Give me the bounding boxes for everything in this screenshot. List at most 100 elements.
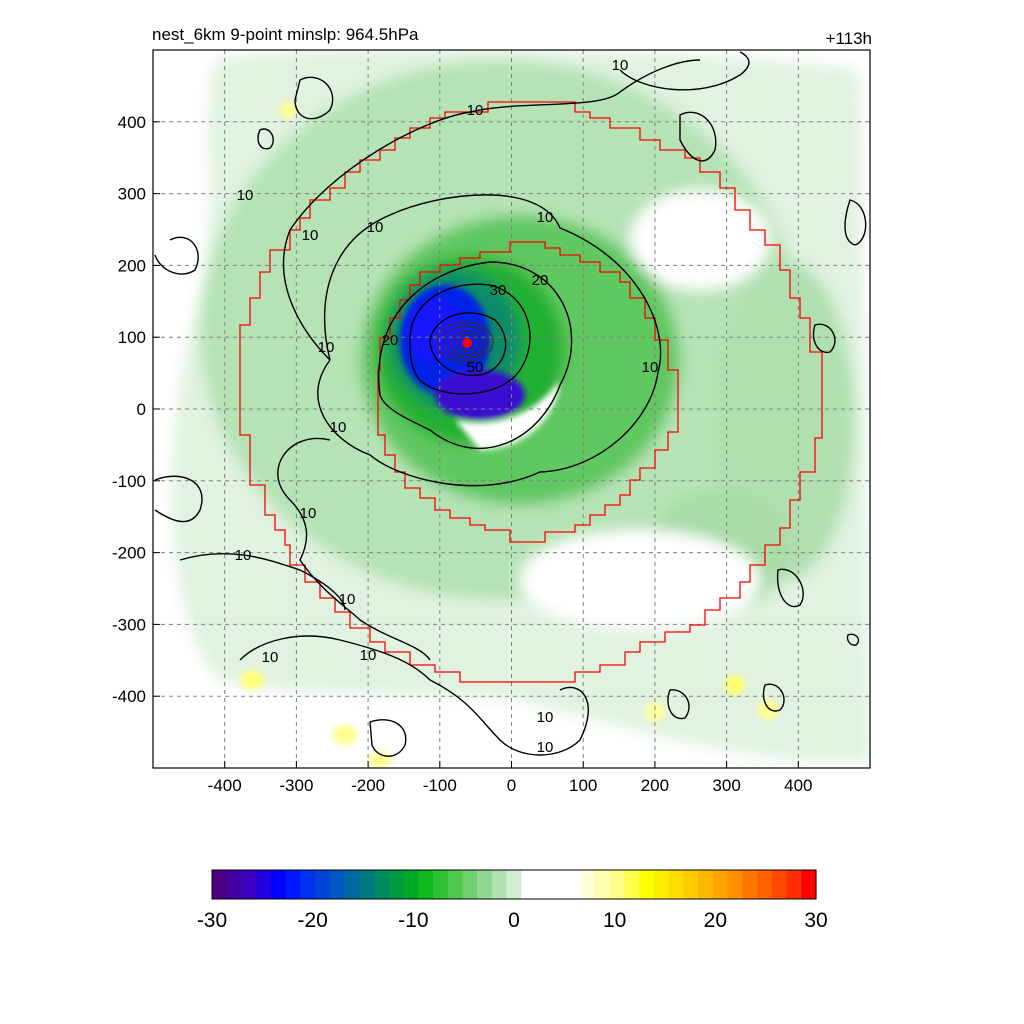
colorbar-swatch [698,870,714,899]
colorbar-swatch [212,870,228,899]
eye-contours [436,321,494,363]
colorbar-swatch [270,870,287,899]
y-tick-label: 300 [118,185,146,204]
colorbar-swatch [624,870,640,899]
colorbar-swatch [359,870,375,899]
contour-label: 10 [300,505,317,522]
colorbar-swatch [344,870,360,899]
colorbar-swatch [771,870,788,899]
contour-label: 20 [382,332,399,349]
contour-label: 10 [235,547,252,564]
colorbar-swatch [329,870,346,899]
contour-label: 20 [532,272,549,289]
y-tick-label: 0 [137,400,146,419]
colorbar-swatch [462,870,478,899]
pressure-contours [154,51,867,757]
colorbar-swatch [536,870,552,899]
colorbar-swatch [727,870,743,899]
colorbar-swatch [565,870,581,899]
colorbar-swatch [683,870,699,899]
colorbar-tick-label: 10 [603,909,626,932]
colorbar-swatch [506,870,522,899]
colorbar-swatch [418,870,434,899]
colorbar: -30 -20 -10 0 10 20 30 [197,869,828,932]
contour-label: 10 [318,339,335,356]
x-tick-label: 400 [784,776,812,795]
colorbar-swatch [639,870,655,899]
colorbar-swatch [550,870,567,899]
colorbar-swatch [300,870,316,899]
contour-labels: 10 10 10 10 10 10 20 30 20 50 10 10 10 10 10 10 10 10 10 10 [235,57,659,756]
y-tick-label: -200 [112,544,146,563]
colorbar-swatch [801,870,817,899]
contour-label: 10 [302,227,319,244]
x-tick-label: 0 [507,776,516,795]
contour-label: 10 [537,209,554,226]
y-tick-label: 400 [118,113,146,132]
colorbar-swatch [609,870,626,899]
colorbar-swatch [521,870,537,899]
y-tick-label: 200 [118,256,146,275]
inner-boundary-line [377,241,679,543]
colorbar-swatch [742,870,758,899]
colorbar-tick-label: -30 [197,909,227,932]
contour-label: 10 [339,591,356,608]
colorbar-swatch [285,870,301,899]
x-tick-label: 200 [641,776,669,795]
contour-label: 10 [237,187,254,204]
x-tick-label: -400 [208,776,242,795]
colorbar-swatch [668,870,685,899]
x-tick-label: -300 [279,776,313,795]
colorbar-swatch [491,870,508,899]
colorbar-tick-label: -10 [398,909,428,932]
colorbar-swatch [432,870,449,899]
colorbar-swatch [388,870,405,899]
colorbar-swatch [374,870,390,899]
plot-area: 10 10 10 10 10 10 20 30 20 50 10 10 10 10 10 10 10 10 10 10 [153,50,870,768]
x-tick-label: -100 [423,776,457,795]
colorbar-swatch [595,870,611,899]
y-tick-label: 100 [118,328,146,347]
colorbar-swatch [477,870,493,899]
chart-title: nest_6km 9-point minslp: 964.5hPa [152,25,419,44]
colorbar-swatch [226,870,243,899]
colorbar-swatch [256,870,272,899]
colorbar-swatch [786,870,802,899]
colorbar-tick-label: -20 [297,909,327,932]
y-tick-label: -400 [112,687,146,706]
colorbar-swatch [757,870,773,899]
contour-label: 10 [330,419,347,436]
outer-boundary-line [239,101,823,683]
colorbar-swatch [403,870,419,899]
contour-label: 10 [537,739,554,756]
storm-center-marker [462,337,473,348]
contour-label: 10 [467,102,484,119]
time-label: +113h [826,29,872,48]
x-tick-label: -200 [351,776,385,795]
contour-label: 10 [367,219,384,236]
colorbar-swatch [241,870,257,899]
contour-label: 10 [360,647,377,664]
colorbar-tick-label: 0 [508,909,520,932]
contour-label: 10 [612,57,629,74]
y-tick-label: -100 [112,472,146,491]
contour-label: 30 [490,282,507,299]
colorbar-swatch [653,870,670,899]
contour-label: 10 [537,709,554,726]
x-axis: -400 -300 -200 -100 0 100 200 300 400 [208,761,812,795]
colorbar-swatch [712,870,729,899]
y-axis: 400 300 200 100 0 -100 -200 -300 -400 [112,113,160,706]
contour-label: 10 [262,649,279,666]
colorbar-swatch [447,870,464,899]
colorbar-tick-label: 30 [804,909,827,932]
contour-label: 50 [467,359,484,376]
colorbar-swatch [315,870,331,899]
x-tick-label: 100 [569,776,597,795]
y-tick-label: -300 [112,615,146,634]
x-tick-label: 300 [712,776,740,795]
colorbar-swatch [580,870,596,899]
colorbar-frame [211,869,817,900]
contour-label: 10 [642,359,659,376]
colorbar-tick-label: 20 [704,909,727,932]
